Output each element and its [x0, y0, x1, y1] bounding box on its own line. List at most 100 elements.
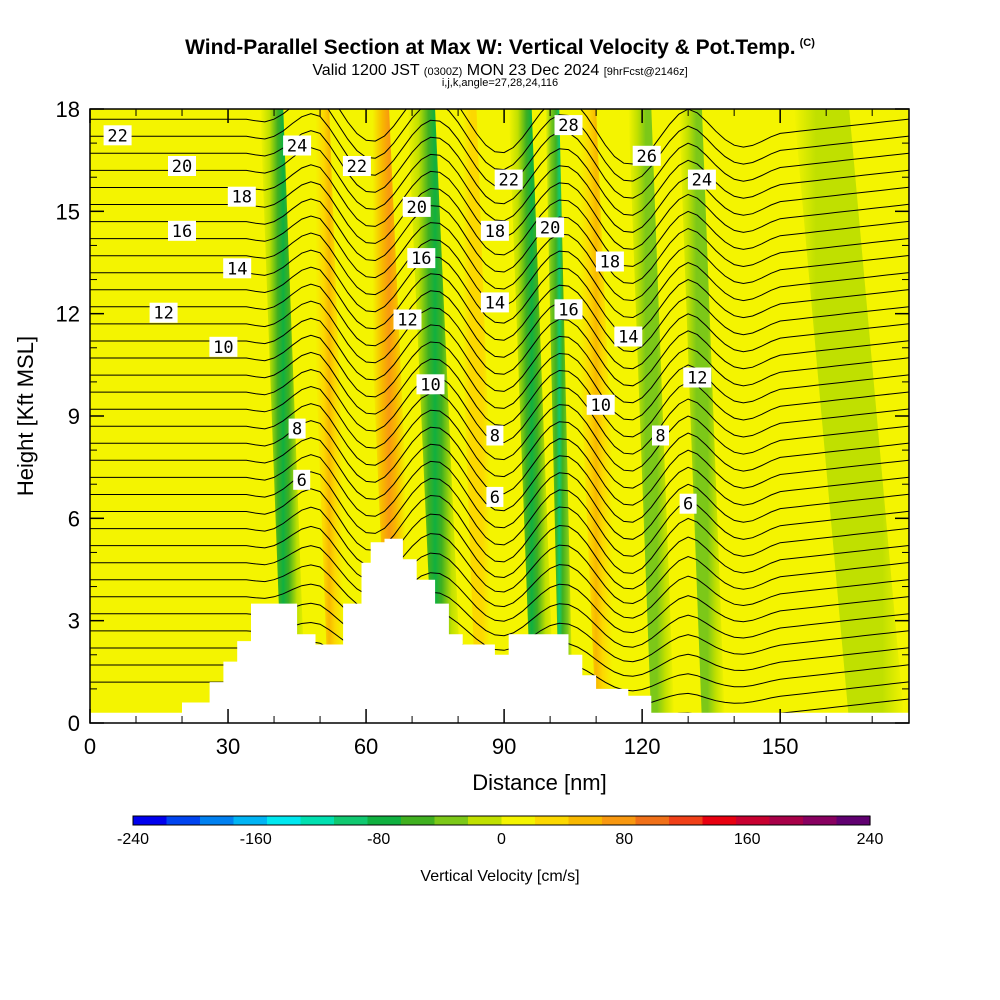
- contour-label: 8: [652, 425, 669, 447]
- colorbar-frame: [132, 815, 871, 826]
- contour-label-text: 6: [297, 471, 307, 491]
- contour-label-text: 22: [498, 171, 518, 191]
- contour-label-bg: [595, 251, 624, 272]
- contour-label-text: 20: [540, 218, 560, 238]
- colorbar-segment: [535, 816, 570, 825]
- contour-label: 20: [536, 217, 565, 238]
- contour-label-text: 10: [420, 375, 440, 395]
- contour-label-bg: [407, 248, 436, 269]
- contour-label-bg: [342, 156, 371, 176]
- contour-label-text: 8: [292, 420, 302, 440]
- contour-label-text: 18: [232, 188, 252, 208]
- forecast-info: [9hrFcst@2146z]: [603, 66, 688, 78]
- contour-label-bg: [227, 186, 256, 207]
- contour-label-text: 24: [692, 171, 712, 191]
- contour-label-text: 20: [406, 198, 426, 218]
- contour-label: 6: [679, 493, 697, 515]
- contour-label: 8: [486, 425, 504, 447]
- colorbar: -240 -160 -80 0 80 160 240 Vertical Velocity [c…: [117, 815, 883, 885]
- contour-label: 10: [209, 336, 238, 358]
- colorbar-segment: [736, 816, 771, 825]
- contour-label: 16: [554, 299, 583, 320]
- contour-label: 10: [586, 394, 615, 416]
- contour-label-bg: [393, 309, 422, 330]
- colorbar-segment: [300, 816, 335, 825]
- contour-label-text: 16: [558, 300, 578, 320]
- contour-label-text: 14: [485, 293, 505, 313]
- contour-label: 18: [227, 186, 256, 208]
- contour-label-text: 12: [153, 304, 173, 324]
- theta-contour-line: [90, 147, 909, 233]
- contour-label-bg: [480, 292, 509, 313]
- contour-label-bg: [402, 196, 431, 217]
- contour-label-bg: [679, 493, 697, 514]
- velocity-band: [568, 109, 624, 723]
- contour-label-bg: [687, 169, 716, 190]
- theta-contour-line: [90, 283, 909, 370]
- contour-label: 26: [632, 145, 661, 167]
- theta-contour-line: [90, 130, 909, 216]
- theta-contour-line: [90, 198, 909, 284]
- contour-label-bg: [554, 115, 583, 136]
- contour-label: 12: [683, 367, 712, 389]
- y-tick-label: 3: [68, 609, 80, 634]
- x-tick-label: 90: [492, 734, 516, 759]
- colorbar-segment: [434, 816, 469, 825]
- colorbar-tick-label: 80: [615, 831, 633, 848]
- theta-contour-line: [90, 506, 909, 590]
- contour-label-text: 22: [107, 126, 127, 146]
- colorbar-segment: [669, 816, 704, 825]
- contour-label-text: 20: [172, 157, 192, 177]
- colorbar-segment: [200, 816, 235, 825]
- y-tick-label: 6: [68, 506, 80, 531]
- y-tick-label: 15: [56, 199, 80, 224]
- contour-label-bg: [416, 374, 445, 395]
- theta-contour-line: [90, 545, 909, 619]
- velocity-band: [508, 109, 555, 723]
- theta-contour-line: [90, 334, 909, 421]
- contour-label-text: 22: [347, 157, 367, 177]
- contour-label-bg: [168, 156, 196, 176]
- contour-label-text: 6: [683, 495, 693, 515]
- theta-contour-line: [90, 488, 909, 574]
- theta-contour-line: [90, 602, 909, 663]
- contour-label-text: 28: [558, 116, 578, 136]
- contour-label-text: 16: [411, 249, 431, 269]
- colorbar-segment: [803, 816, 838, 825]
- contour-label-text: 18: [600, 253, 620, 273]
- contour-label-bg: [223, 258, 252, 279]
- velocity-band: [678, 109, 725, 723]
- velocity-band: [545, 109, 574, 723]
- contour-label-text: 12: [687, 369, 707, 389]
- contour-label: 24: [283, 135, 312, 157]
- contour-label: 20: [168, 156, 196, 177]
- contour-label-bg: [614, 326, 643, 347]
- contour-label: 22: [342, 156, 371, 177]
- contour-label-text: 26: [636, 147, 656, 167]
- contour-label: 24: [687, 169, 716, 191]
- theta-contours: [90, 109, 909, 721]
- contour-label-bg: [288, 418, 306, 439]
- theta-contour-line: [90, 266, 909, 353]
- colorbar-segment: [702, 816, 737, 825]
- colorbar-tick-label: -240: [117, 831, 149, 848]
- x-axis-title: Distance [nm]: [472, 770, 607, 795]
- colorbar-segment: [836, 816, 871, 825]
- contour-label-bg: [103, 125, 132, 146]
- theta-contour-line: [90, 525, 909, 605]
- contour-label-bg: [168, 220, 196, 241]
- contour-label: 16: [168, 220, 196, 242]
- contour-label: 20: [402, 196, 431, 218]
- contour-label-text: 16: [172, 222, 192, 242]
- colorbar-title: Vertical Velocity [cm/s]: [420, 868, 579, 885]
- contour-label-bg: [554, 299, 583, 320]
- contour-label: 28: [554, 115, 583, 136]
- contour-label: 22: [103, 125, 132, 146]
- contour-label-text: 8: [490, 427, 500, 447]
- contour-label-text: 14: [227, 259, 247, 279]
- x-axis: 0 30 60 90 120 150 Distance [nm]: [84, 109, 873, 795]
- contour-label-text: 18: [485, 222, 505, 242]
- contour-label: 12: [393, 309, 422, 331]
- contour-label: 10: [416, 374, 445, 395]
